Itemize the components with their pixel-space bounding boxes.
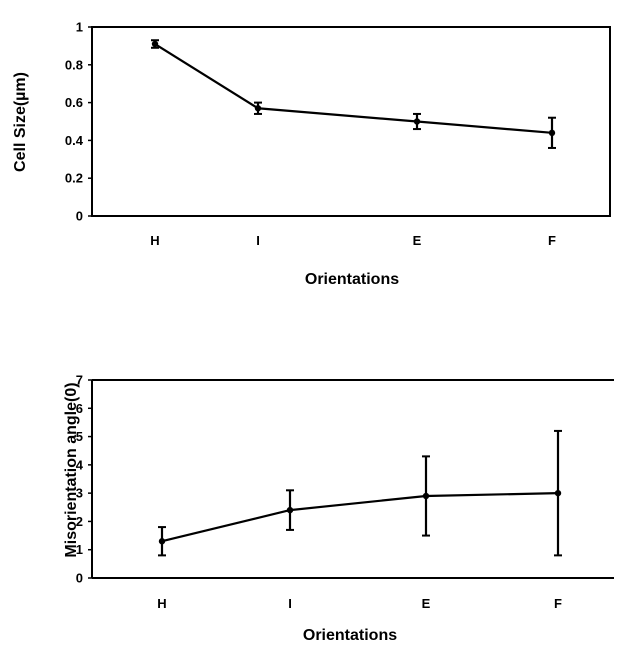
y-tick-label: 1 [76, 542, 83, 557]
misorientation-angle-chart: Misorientation angle(0) Orientations 0 1 2… [63, 373, 614, 644]
y-tick-label: 0 [76, 209, 83, 224]
y-tick-label: 4 [76, 457, 84, 472]
y-axis-title: Cell Size(µm) [12, 72, 29, 172]
x-axis-title: Orientations [305, 271, 399, 288]
y-tick-label: 0 [76, 571, 83, 586]
y-tick-label: 3 [76, 486, 83, 501]
cell-size-chart: Cell Size(µm) Orientations 0 0.2 0.4 0.6 0.8… [12, 20, 611, 288]
x-tick-label: H [157, 596, 166, 611]
data-point [151, 40, 159, 48]
x-axis-title: Orientations [303, 627, 397, 644]
plot-frame [91, 26, 611, 217]
y-tick-label: 2 [76, 514, 83, 529]
x-tick-label: I [256, 233, 260, 248]
y-tick-label: 1 [76, 20, 83, 35]
y-tick-label: 0.2 [65, 171, 83, 186]
y-tick-label: 6 [76, 401, 83, 416]
data-point [254, 105, 262, 112]
y-tick-label: 7 [76, 373, 83, 388]
y-tick-label: 5 [76, 429, 83, 444]
data-point [422, 492, 430, 500]
data-point [554, 489, 562, 497]
data-point [158, 538, 166, 545]
series-line [161, 492, 559, 543]
x-tick-label: H [150, 233, 159, 248]
x-tick-label: F [548, 233, 556, 248]
data-point [286, 506, 294, 514]
y-tick-label: 0.8 [65, 57, 83, 72]
y-tick-label: 0.6 [65, 95, 83, 110]
x-tick-label: E [422, 596, 431, 611]
x-tick-label: I [288, 596, 292, 611]
data-point [548, 129, 556, 137]
series-line [154, 43, 553, 134]
x-tick-label: E [413, 233, 422, 248]
x-tick-label: F [554, 596, 562, 611]
y-tick-label: 0.4 [65, 133, 84, 148]
data-point [413, 118, 421, 125]
y-axis-title: Misorientation angle(0) [63, 382, 80, 557]
